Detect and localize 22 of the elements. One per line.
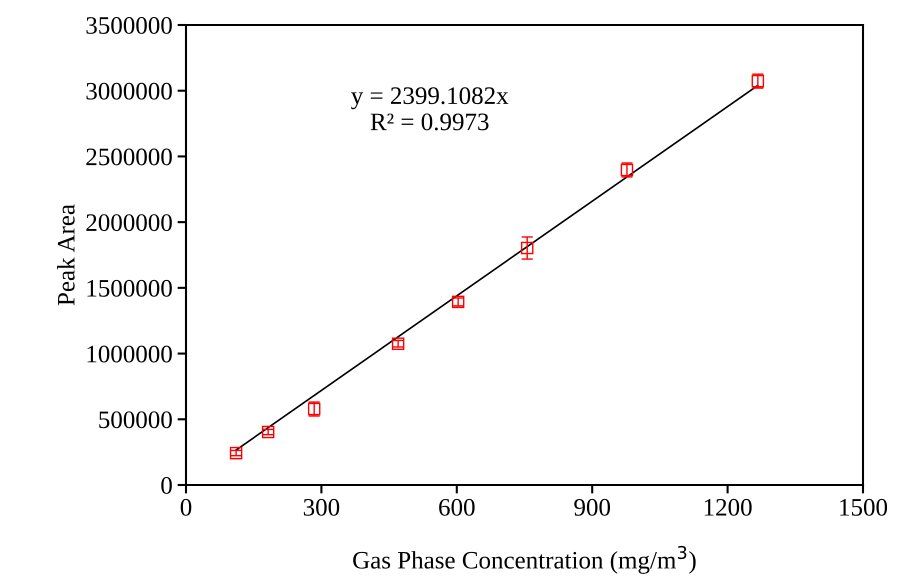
y-tick-label: 3000000 [86, 82, 172, 100]
y-tick-label: 1000000 [88, 346, 172, 362]
y-axis-title: Peak Area [57, 204, 75, 306]
x-tick-label: 0 [180, 498, 192, 516]
x-tick-label: 300 [304, 498, 340, 516]
y-tick-label: 0 [161, 477, 172, 494]
y-tick-label: 500000 [99, 411, 172, 428]
point [262, 426, 274, 438]
y-tick-label: 2500000 [86, 148, 172, 166]
y-tick-label: 3500000 [86, 17, 172, 34]
x-tick-label: 900 [574, 498, 610, 516]
x-tick-label: 1500 [840, 498, 888, 516]
point [520, 242, 534, 254]
annotation: y = 2399.1082x [351, 87, 508, 110]
point [392, 337, 404, 350]
y-tick-label: 2000000 [86, 214, 172, 232]
point [230, 446, 242, 460]
annotation: R² = 0.9973 [370, 113, 489, 130]
x-axis-title: Gas Phase Concentration (mg/m$^{3}$) [353, 546, 696, 574]
x-tick-label: 1200 [704, 498, 752, 516]
y-tick-label: 1500000 [88, 280, 172, 297]
x-tick-label: 600 [439, 498, 475, 516]
